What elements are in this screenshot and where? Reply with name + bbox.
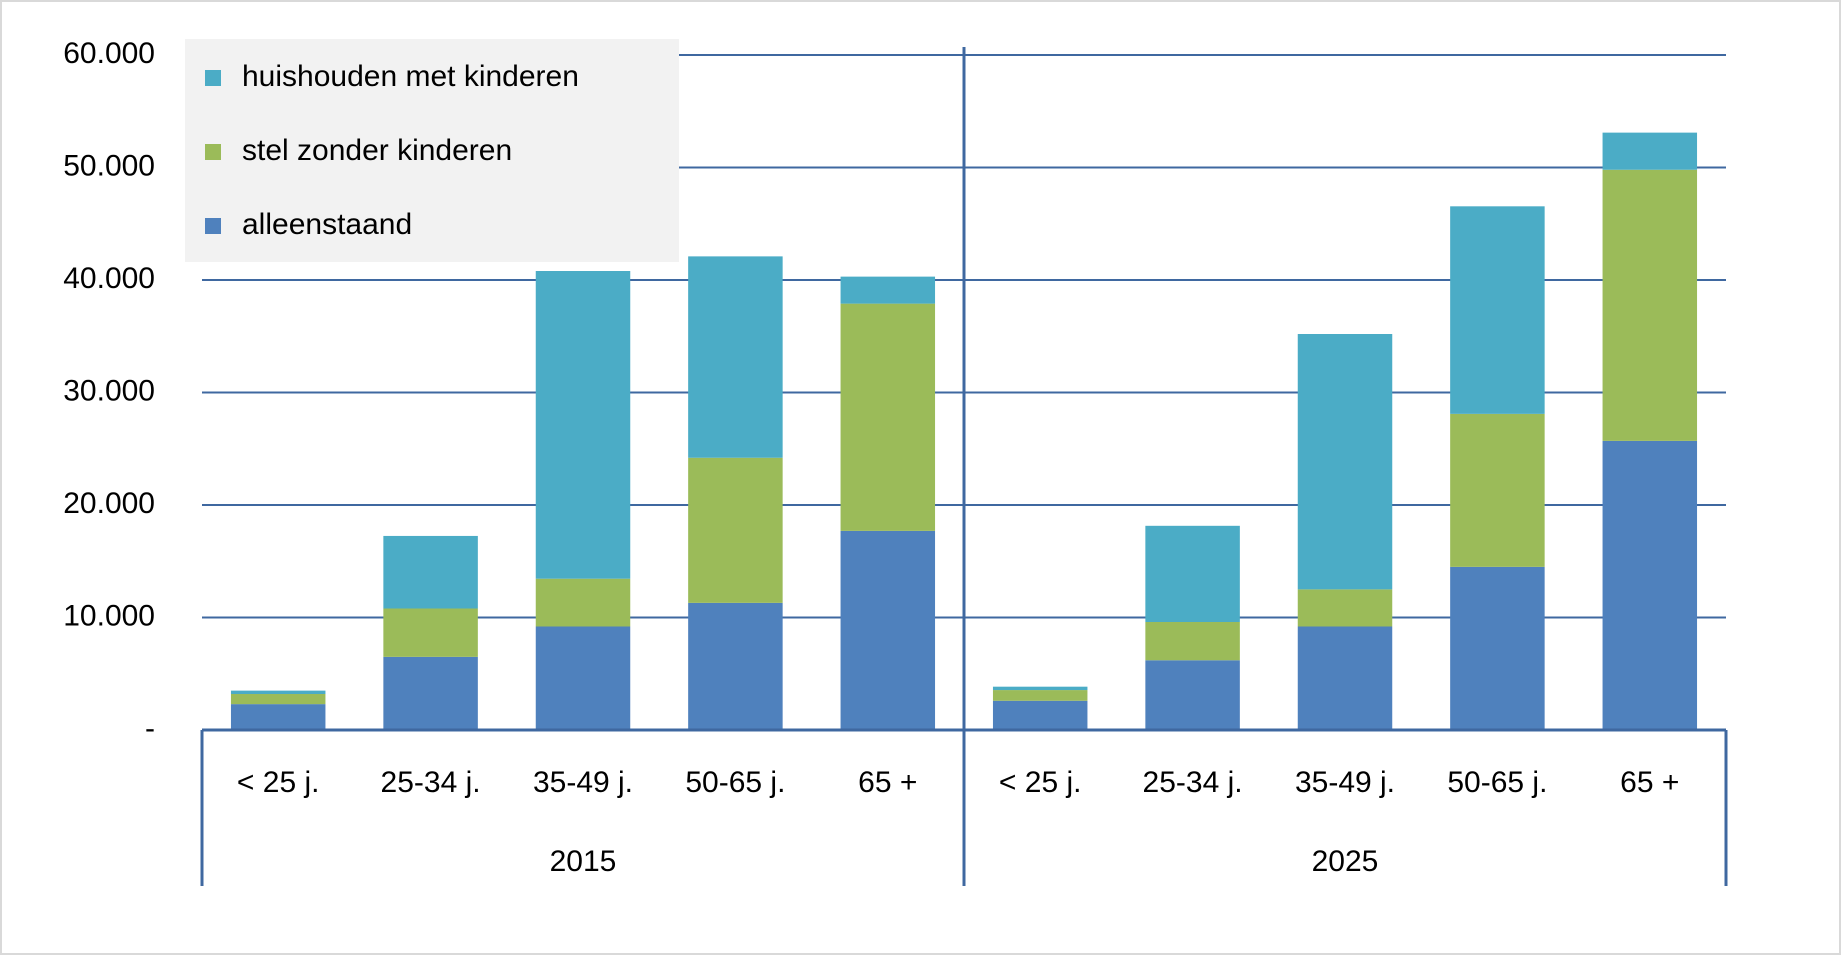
- bar-segment: [383, 608, 478, 657]
- bar-segment: [1145, 622, 1240, 661]
- bar-segment: [1145, 660, 1240, 730]
- x-tick-label: < 25 j.: [999, 766, 1082, 799]
- bar-segment: [688, 602, 783, 730]
- bar-segment: [1602, 169, 1698, 441]
- bar-segment: [1297, 334, 1393, 590]
- bar-segment: [1297, 589, 1393, 627]
- y-tick-label: 40.000: [63, 262, 155, 295]
- bar-segment: [1145, 525, 1240, 622]
- bar-segment: [1602, 440, 1698, 730]
- x-tick-label: 35-49 j.: [533, 766, 633, 799]
- bar-segment: [840, 303, 936, 531]
- bar-segment: [535, 271, 631, 579]
- bar-segment: [230, 690, 326, 694]
- bar-segment: [688, 256, 783, 458]
- bar-segment: [535, 578, 631, 627]
- x-tick-label: 25-34 j.: [381, 766, 481, 799]
- y-tick-label: -: [145, 712, 155, 745]
- bar-segment: [688, 457, 783, 603]
- bar-segment: [1450, 206, 1545, 414]
- x-tick-label: 25-34 j.: [1143, 766, 1243, 799]
- bar-segment: [1450, 413, 1545, 567]
- bar-segment: [535, 626, 631, 730]
- x-tick-label: 50-65 j.: [1447, 766, 1547, 799]
- legend-swatch: [205, 144, 221, 160]
- bar-segment: [1297, 626, 1393, 730]
- bar-segment: [230, 694, 326, 705]
- legend-swatch: [205, 70, 221, 86]
- group-label: 2025: [1312, 845, 1379, 878]
- legend-box: [185, 39, 679, 262]
- legend-swatch: [205, 218, 221, 234]
- legend-label: huishouden met kinderen: [242, 60, 579, 93]
- x-tick-label: < 25 j.: [237, 766, 320, 799]
- legend-label: alleenstaand: [242, 208, 412, 241]
- y-tick-label: 30.000: [63, 374, 155, 407]
- x-tick-label: 50-65 j.: [685, 766, 785, 799]
- bar-segment: [992, 686, 1088, 691]
- bar-segment: [840, 530, 936, 730]
- bar-segment: [992, 690, 1088, 701]
- y-tick-label: 20.000: [63, 487, 155, 520]
- y-tick-label: 10.000: [63, 599, 155, 632]
- bar-segment: [230, 704, 326, 730]
- legend-label: stel zonder kinderen: [242, 134, 512, 167]
- x-tick-label: 65 +: [1620, 766, 1679, 799]
- bar-segment: [1602, 132, 1698, 170]
- y-tick-label: 50.000: [63, 149, 155, 182]
- x-tick-label: 65 +: [858, 766, 917, 799]
- y-tick-label: 60.000: [63, 37, 155, 70]
- bar-segment: [840, 276, 936, 304]
- bar-segment: [1450, 566, 1545, 730]
- bar-segment: [383, 535, 478, 609]
- bar-segment: [992, 700, 1088, 730]
- x-tick-label: 35-49 j.: [1295, 766, 1395, 799]
- group-label: 2015: [550, 845, 617, 878]
- bar-segment: [383, 656, 478, 730]
